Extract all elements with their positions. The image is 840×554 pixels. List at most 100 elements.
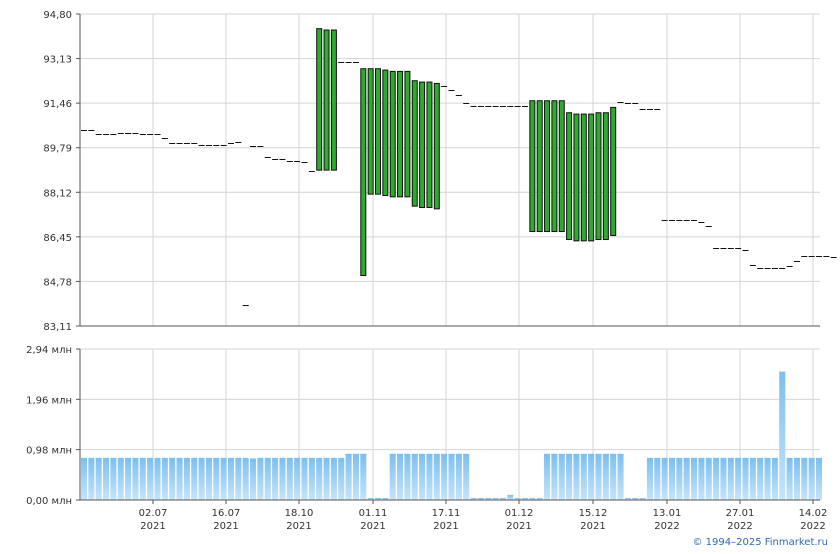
x-tick-label-date: 17.11 xyxy=(432,508,461,519)
volume-bar xyxy=(720,457,727,500)
volume-series xyxy=(80,371,823,500)
volume-bar xyxy=(257,457,264,500)
candle-body xyxy=(367,68,374,195)
volume-bar xyxy=(786,457,793,500)
volume-bar xyxy=(220,457,227,500)
volume-bar xyxy=(698,457,705,500)
volume-bar xyxy=(727,457,734,500)
volume-bar xyxy=(551,453,558,500)
volume-tick-label: 1,96 млн xyxy=(26,395,72,406)
x-tick-label-year: 2021 xyxy=(433,521,458,532)
x-tick-label-year: 2021 xyxy=(506,521,531,532)
volume-bar xyxy=(470,497,477,500)
volume-bar xyxy=(683,457,690,500)
volume-bar xyxy=(632,497,639,500)
candle-body xyxy=(382,69,389,196)
volume-tick-label: 2,94 млн xyxy=(26,345,72,356)
volume-bar xyxy=(176,457,183,500)
volume-bar xyxy=(345,453,352,500)
volume-bar xyxy=(419,453,426,500)
volume-bar xyxy=(352,453,359,500)
candle-body xyxy=(323,29,330,171)
volume-bar xyxy=(411,453,418,500)
volume-bar xyxy=(103,457,110,500)
volume-bar xyxy=(433,453,440,500)
price-tick-label: 93,13 xyxy=(43,55,72,66)
x-tick-label-year: 2021 xyxy=(213,521,238,532)
volume-bar xyxy=(691,457,698,500)
volume-bar xyxy=(492,497,499,500)
volume-bar xyxy=(441,453,448,500)
volume-bar xyxy=(227,457,235,500)
x-tick-label-date: 01.11 xyxy=(359,508,388,519)
volume-bar xyxy=(499,497,506,500)
volume-bar xyxy=(793,457,800,500)
volume-bar xyxy=(294,457,301,500)
x-tick-label-date: 15.12 xyxy=(579,508,608,519)
volume-bar xyxy=(330,457,337,500)
volume-bar xyxy=(764,457,771,500)
grid-layer xyxy=(80,13,820,501)
volume-bar xyxy=(250,458,257,500)
volume-bar xyxy=(213,457,220,500)
volume-tick-label: 0,98 млн xyxy=(26,446,72,457)
x-tick-label-year: 2022 xyxy=(800,521,825,532)
volume-bar xyxy=(815,457,823,500)
price-tick-label: 86,45 xyxy=(43,233,72,244)
volume-bar xyxy=(161,457,168,500)
volume-bar xyxy=(316,457,323,500)
volume-bar xyxy=(154,457,161,500)
volume-bar xyxy=(80,457,88,500)
credit-text[interactable]: © 1994–2025 Finmarket.ru xyxy=(692,537,828,548)
price-series xyxy=(81,28,837,306)
x-tick-label-date: 27.01 xyxy=(726,508,755,519)
volume-bar xyxy=(110,457,117,500)
volume-bar xyxy=(132,457,139,500)
candle-body xyxy=(610,106,617,237)
candle-body xyxy=(360,68,367,277)
volume-bar xyxy=(749,457,756,500)
candle-body xyxy=(419,81,426,208)
volume-bar xyxy=(272,457,279,500)
volume-bar xyxy=(191,457,198,500)
volume-bar xyxy=(544,453,551,500)
volume-bar xyxy=(477,497,484,500)
volume-bar xyxy=(426,453,433,500)
volume-bar xyxy=(558,453,565,500)
volume-bar xyxy=(521,497,529,500)
volume-bar xyxy=(397,453,404,500)
price-tick-label: 91,46 xyxy=(43,99,72,110)
price-tick-label: 88,12 xyxy=(43,188,72,199)
volume-bar xyxy=(624,497,631,500)
volume-bar xyxy=(757,457,764,500)
candle-body xyxy=(544,100,551,233)
candle-body xyxy=(330,29,337,171)
volume-bar xyxy=(735,457,742,500)
volume-bar xyxy=(367,497,374,500)
volume-bar xyxy=(169,457,176,500)
candle-body xyxy=(573,113,580,242)
candle-body xyxy=(375,68,381,195)
volume-bar xyxy=(646,457,653,500)
volume-bar xyxy=(205,457,212,500)
volume-bar xyxy=(198,457,205,500)
volume-bar xyxy=(705,457,712,500)
volume-bar xyxy=(264,457,271,500)
volume-bar xyxy=(742,457,749,500)
volume-bar xyxy=(95,457,102,500)
x-tick-label-date: 13.01 xyxy=(653,508,682,519)
volume-bar xyxy=(566,453,573,500)
volume-bar xyxy=(139,457,146,500)
volume-bar xyxy=(404,453,411,500)
volume-bar xyxy=(485,497,492,500)
volume-bar xyxy=(448,453,455,500)
price-tick-label: 83,11 xyxy=(43,322,72,333)
candle-body xyxy=(426,81,433,208)
price-tick-label: 94,80 xyxy=(43,10,72,21)
candle-body xyxy=(580,113,587,242)
volume-bar xyxy=(117,457,124,500)
candle-body xyxy=(397,70,404,198)
x-tick-label-date: 02.07 xyxy=(139,508,168,519)
volume-bar xyxy=(507,494,514,500)
volume-bar xyxy=(286,457,293,500)
